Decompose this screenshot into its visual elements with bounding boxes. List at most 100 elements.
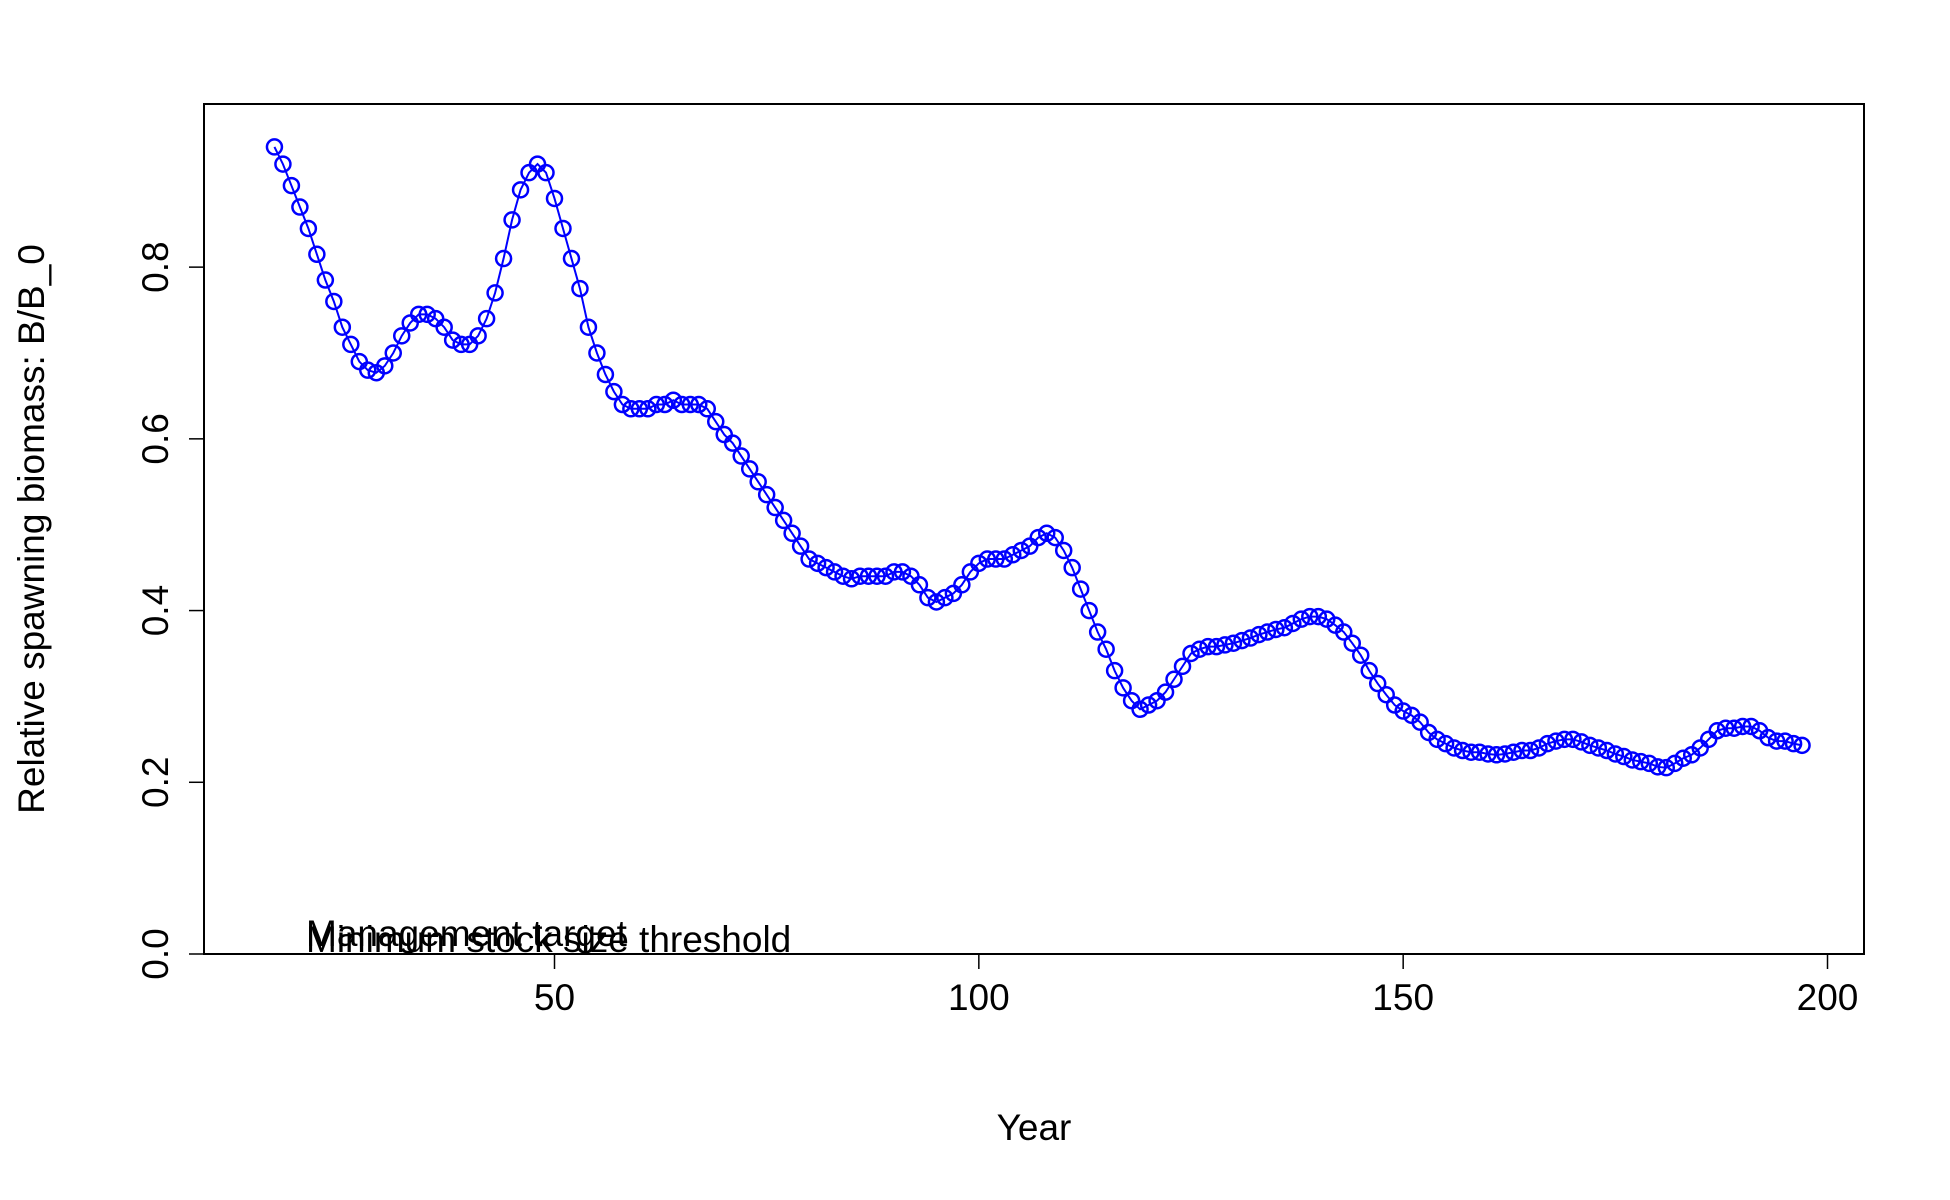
- point: [1190, 640, 1209, 658]
- point: [265, 138, 284, 156]
- x-tick-label: 200: [1797, 977, 1859, 1018]
- point: [1216, 636, 1234, 654]
- point: [299, 219, 318, 238]
- point: [1165, 670, 1183, 689]
- point: [1598, 741, 1616, 760]
- point: [1275, 618, 1294, 637]
- point: [1012, 541, 1031, 560]
- x-tick-label: 50: [534, 977, 575, 1018]
- point: [1131, 700, 1149, 719]
- point: [537, 163, 555, 182]
- point: [469, 327, 487, 345]
- point: [342, 335, 360, 354]
- point: [1784, 734, 1803, 753]
- point: [1513, 741, 1531, 760]
- point: [1623, 751, 1642, 769]
- point: [1759, 728, 1777, 747]
- point: [817, 558, 835, 577]
- point: [308, 245, 326, 264]
- point: [1156, 683, 1175, 701]
- point: [477, 309, 496, 328]
- point: [1496, 745, 1514, 763]
- point: [1182, 644, 1200, 663]
- point: [1267, 620, 1285, 639]
- point: [384, 344, 403, 362]
- point: [639, 400, 657, 418]
- point: [1343, 634, 1362, 652]
- point: [1284, 614, 1302, 633]
- point: [876, 567, 895, 585]
- point: [1097, 640, 1115, 658]
- point: [1606, 745, 1625, 763]
- point: [1309, 607, 1328, 626]
- point: [1725, 719, 1743, 737]
- point: [834, 567, 852, 585]
- point: [1199, 637, 1217, 656]
- point: [588, 344, 606, 362]
- point: [868, 567, 886, 585]
- x-tick-label: 150: [1372, 977, 1434, 1018]
- point: [282, 176, 301, 195]
- point: [291, 198, 309, 216]
- point: [698, 400, 717, 418]
- point: [936, 588, 954, 607]
- point: [1555, 730, 1574, 749]
- x-tick-label: 100: [948, 977, 1010, 1018]
- point: [1037, 524, 1056, 543]
- point: [910, 576, 929, 594]
- point: [859, 567, 878, 585]
- point: [970, 554, 988, 573]
- point: [1487, 746, 1506, 764]
- point: [1462, 743, 1480, 761]
- point: [494, 249, 513, 268]
- point: [1708, 722, 1726, 740]
- point: [1538, 734, 1557, 753]
- point: [1453, 741, 1472, 760]
- point: [1547, 732, 1565, 750]
- point: [1004, 546, 1022, 564]
- point: [808, 554, 827, 573]
- y-tick-label: 0.8: [135, 241, 176, 292]
- point: [1173, 657, 1192, 676]
- point: [1063, 558, 1081, 577]
- point: [622, 400, 640, 418]
- reference-label: Management target: [306, 913, 628, 954]
- point: [1054, 541, 1073, 560]
- point: [1649, 758, 1667, 776]
- point: [1581, 736, 1599, 755]
- point: [1530, 739, 1548, 757]
- point: [851, 567, 869, 585]
- point: [664, 391, 683, 409]
- point: [690, 395, 708, 414]
- point: [681, 395, 700, 414]
- point: [1428, 730, 1446, 749]
- point: [1615, 747, 1633, 766]
- point: [376, 357, 394, 375]
- point: [1564, 730, 1582, 749]
- point: [1767, 732, 1786, 750]
- point: [1139, 696, 1158, 714]
- point: [757, 485, 776, 504]
- point: [435, 318, 453, 336]
- point: [842, 570, 861, 588]
- point: [995, 550, 1014, 568]
- y-axis-label: Relative spawning biomass: B/B_0: [11, 244, 52, 814]
- point: [1793, 736, 1811, 755]
- point: [1521, 741, 1540, 760]
- point: [749, 473, 767, 491]
- point: [1029, 528, 1047, 547]
- point: [723, 434, 742, 452]
- point: [409, 305, 428, 324]
- point: [1742, 717, 1760, 736]
- point: [987, 550, 1005, 568]
- point: [732, 447, 750, 465]
- point: [1071, 580, 1090, 598]
- point: [511, 181, 530, 199]
- point: [1368, 674, 1387, 693]
- x-axis-label: Year: [997, 1107, 1072, 1148]
- plot-frame: [203, 103, 1865, 955]
- point: [953, 576, 971, 594]
- y-tick-label: 0.4: [135, 585, 176, 636]
- point: [800, 550, 818, 568]
